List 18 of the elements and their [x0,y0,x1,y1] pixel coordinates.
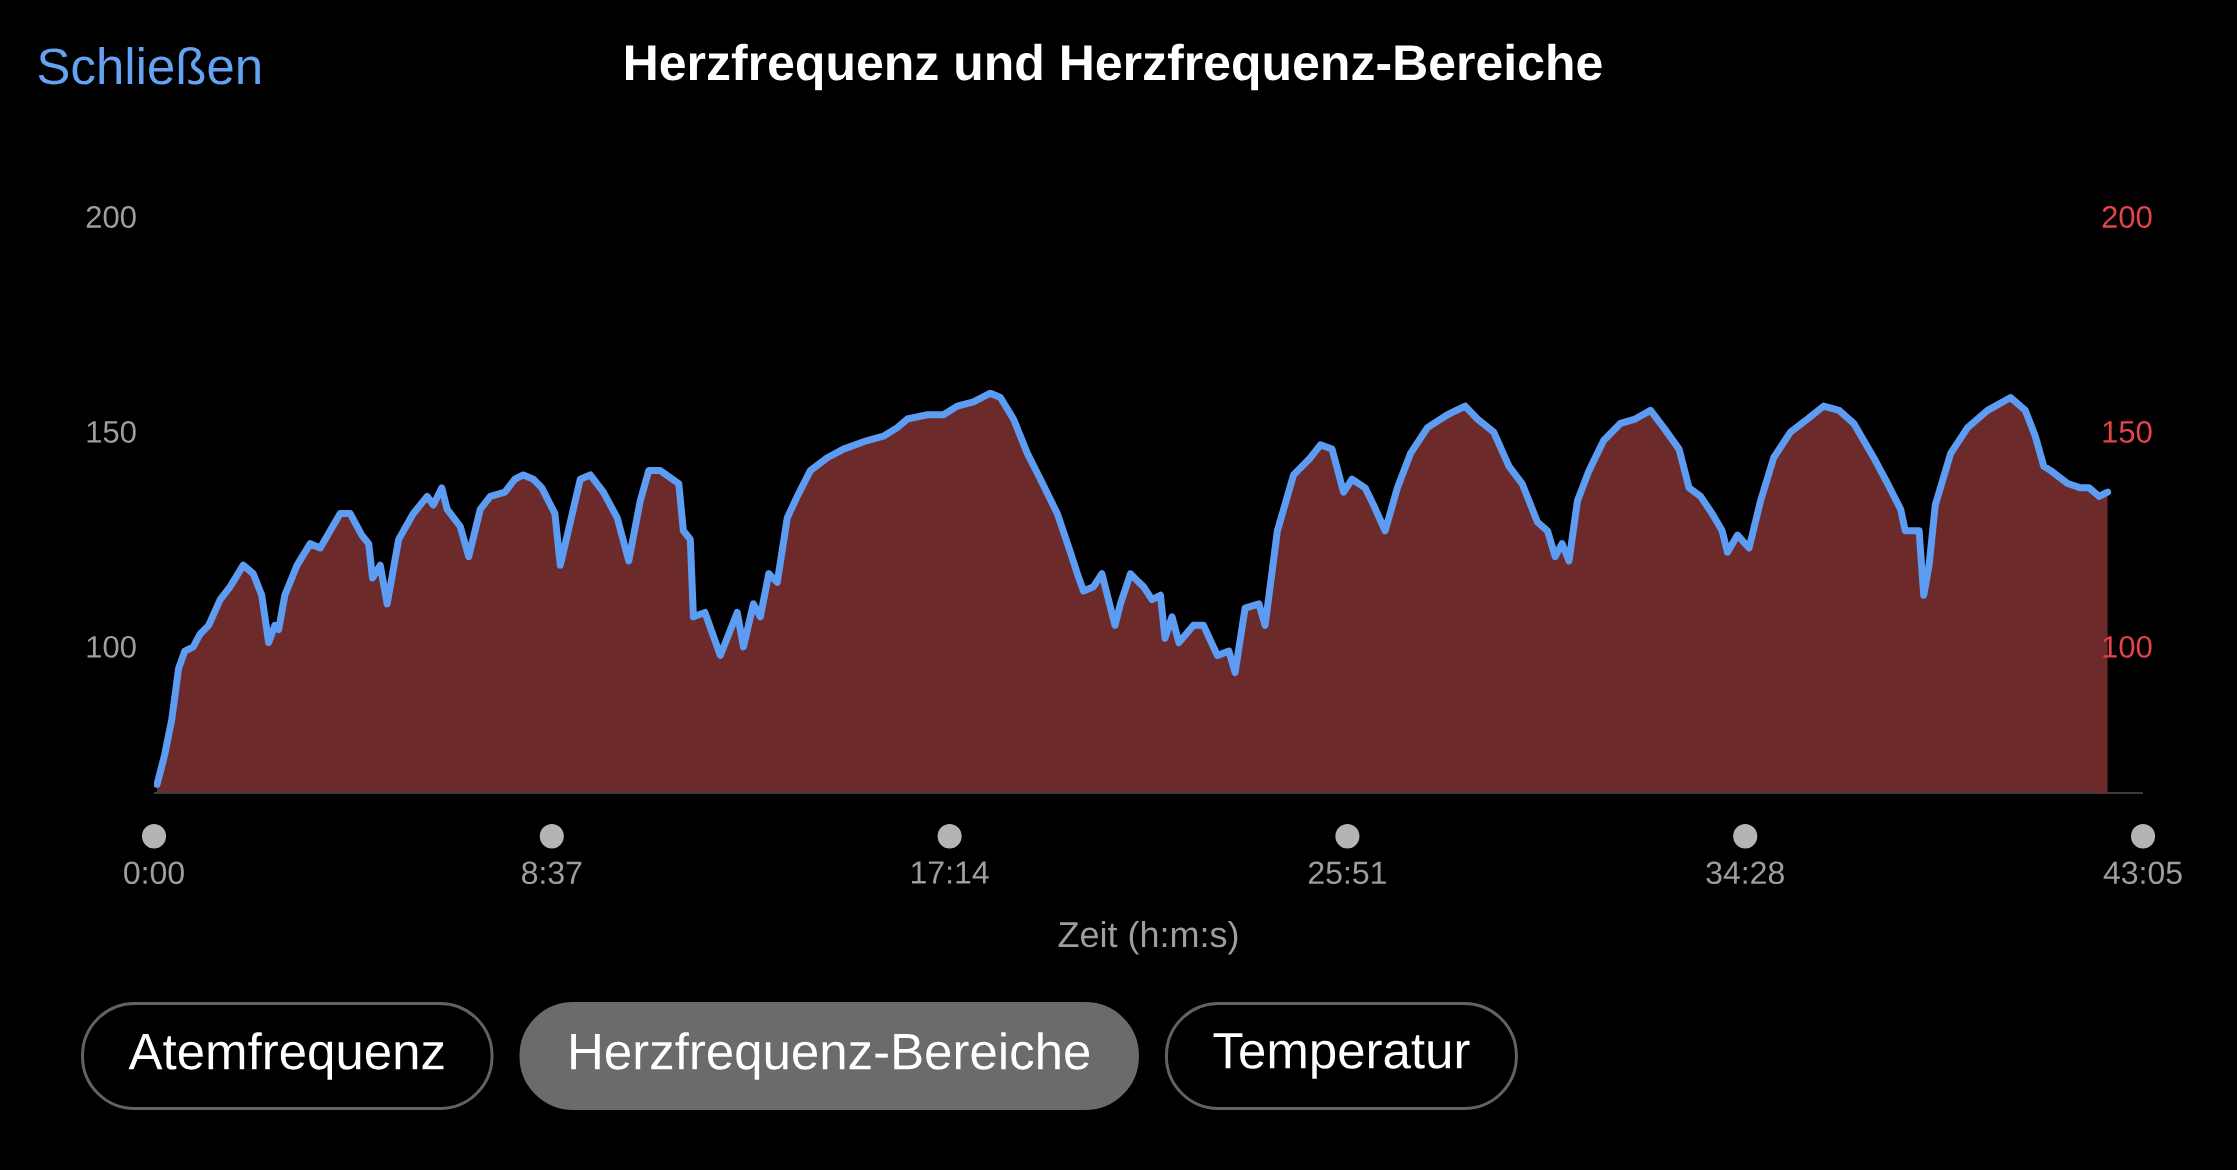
x-tick-label: 43:05 [2103,861,2182,885]
y-tick-label: 150 [87,420,136,443]
y2-tick-label: 200 [2102,206,2152,228]
text: Temperatur [1213,1033,1470,1079]
x-axis-title: Zeit (h:m:s) [1058,920,1238,955]
x-tick-label: 25:51 [1308,861,1386,885]
text: Herzfrequenz-Bereiche [571,1032,1090,1080]
y-tick-label: 200 [86,206,136,228]
y2-tick-label: 150 [2103,420,2152,443]
x-tick-label: 0:00 [124,861,184,885]
y2-tick-label: 100 [2103,635,2152,658]
y-tick-label: 100 [87,635,136,658]
text: Schließen [38,47,260,85]
chart-title: Herzfrequenz und Herzfrequenz-Bereiche [626,43,1602,91]
x-tick-label: 17:14 [912,861,989,884]
text: Atemfrequenz [128,1032,444,1080]
x-tick-label: 34:28 [1706,861,1784,885]
x-tick-label: 8:37 [522,861,582,885]
